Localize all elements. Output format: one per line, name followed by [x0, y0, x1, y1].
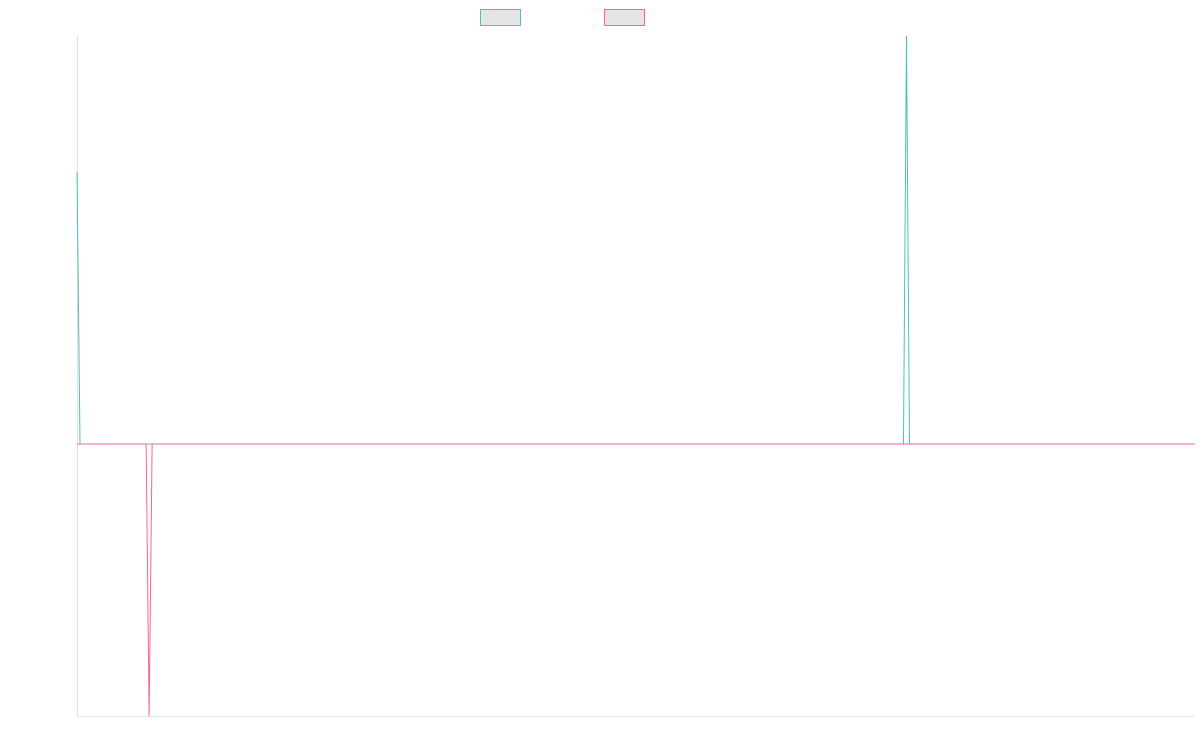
data-line: [77, 443, 1195, 717]
data-line: [76, 35, 1195, 445]
legend-swatch: [480, 9, 521, 26]
legend-swatch: [604, 9, 645, 26]
